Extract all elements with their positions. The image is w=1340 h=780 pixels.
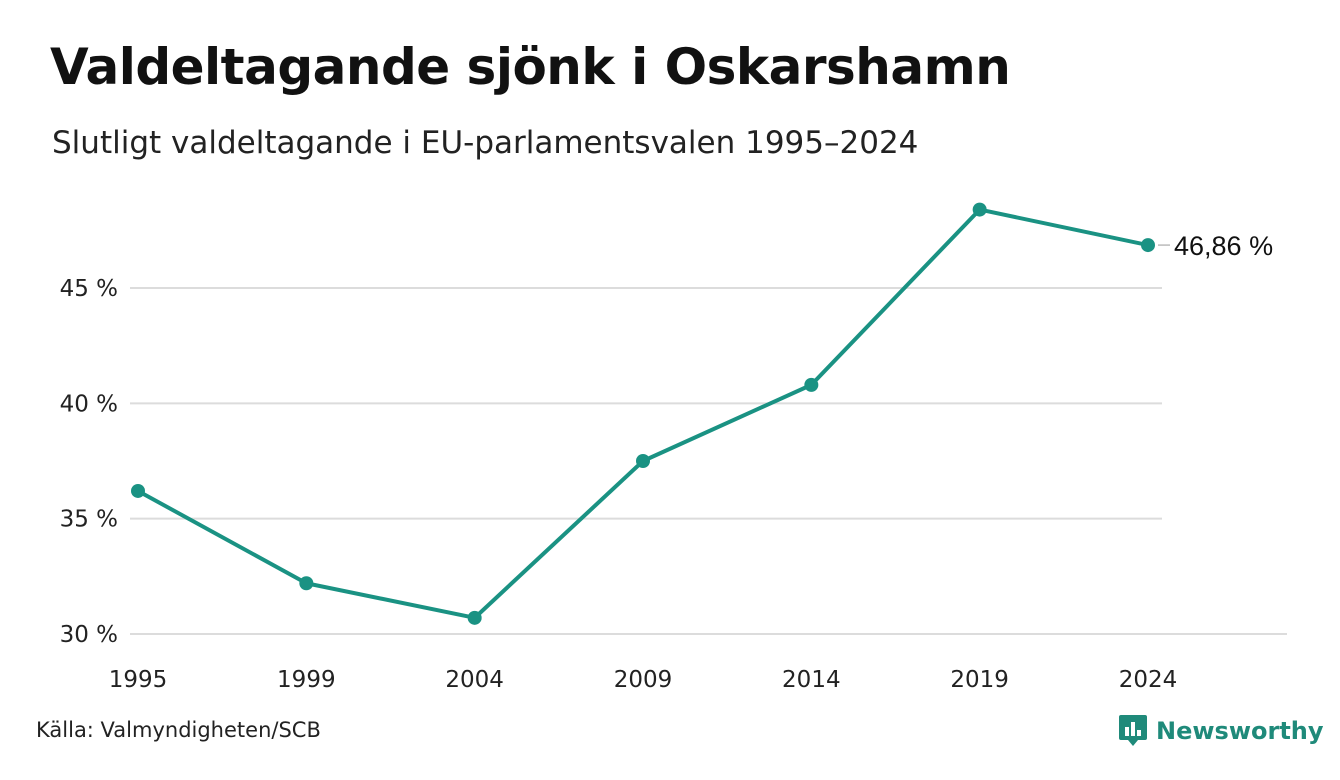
x-tick-label: 2004 (445, 667, 504, 693)
bar-chart-speech-bubble-icon (1119, 715, 1147, 746)
data-point (972, 202, 987, 217)
data-point (299, 576, 314, 591)
y-tick-label: 30 % (60, 622, 118, 648)
data-point (467, 610, 482, 625)
y-axis-labels: 30 % 35 % 40 % 45 % (60, 276, 118, 648)
brand-logo: Newsworthy (1118, 713, 1324, 749)
annotations: 46,86 % (1158, 231, 1273, 261)
series-line (136, 207, 1150, 620)
brand-name: Newsworthy (1156, 717, 1324, 745)
y-tick-label: 40 % (60, 391, 118, 417)
data-point (804, 377, 819, 392)
y-tick-label: 35 % (60, 507, 118, 533)
x-tick-label: 2009 (614, 667, 673, 693)
data-point (1141, 238, 1155, 253)
x-tick-label: 2024 (1119, 667, 1178, 693)
source-note: Källa: Valmyndigheten/SCB (36, 718, 321, 742)
data-point (131, 483, 145, 498)
x-axis-labels: 1995 1999 2004 2009 2014 2019 2024 (109, 667, 1178, 693)
x-tick-label: 1999 (277, 667, 336, 693)
x-tick-label: 2019 (950, 667, 1009, 693)
chart-title: Valdeltagande sjönk i Oskarshamn (50, 38, 1011, 96)
end-value-label: 46,86 % (1174, 231, 1273, 261)
series-layer (131, 202, 1155, 625)
gridlines (130, 287, 1287, 635)
data-point (636, 454, 650, 468)
x-tick-label: 1995 (109, 667, 168, 693)
line-chart: 30 % 35 % 40 % 45 % 1995 1999 2004 2009 2014 201… (60, 202, 1287, 693)
x-tick-label: 2014 (782, 667, 841, 693)
y-tick-label: 45 % (60, 276, 118, 302)
chart-subtitle: Slutligt valdeltagande i EU-parlamentsva… (52, 125, 919, 161)
